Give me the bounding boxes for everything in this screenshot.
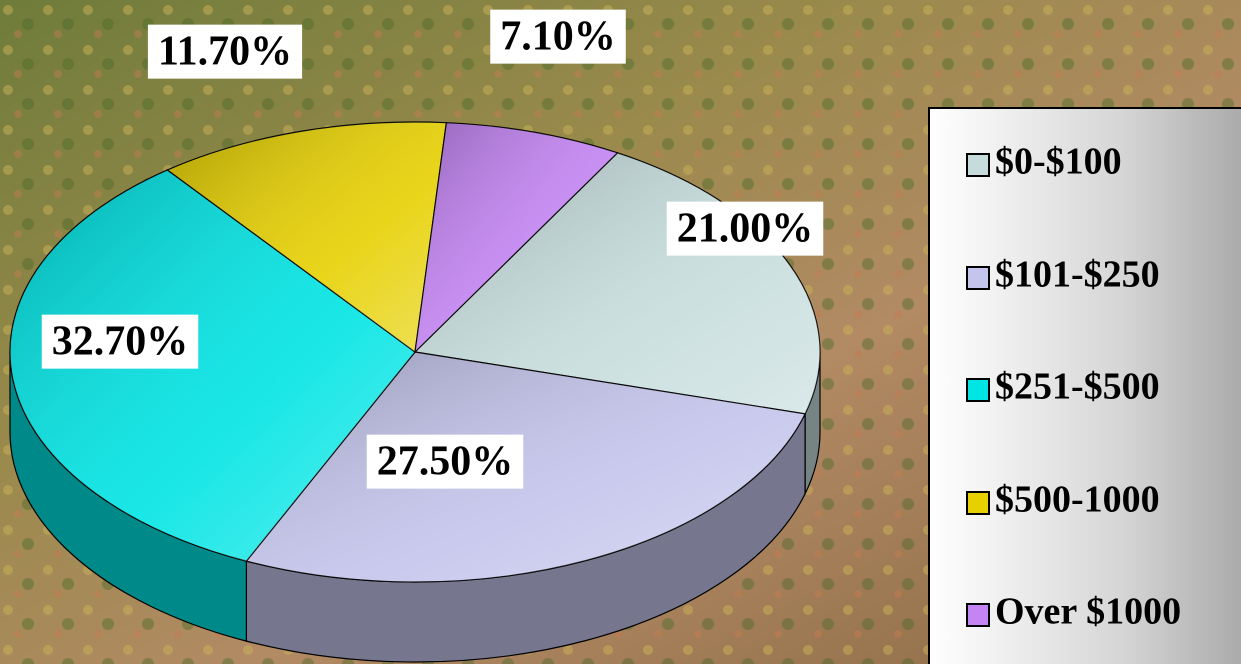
data-label: 27.50%	[377, 439, 514, 485]
legend-label: $251-$500	[995, 366, 1160, 408]
data-label-box	[366, 434, 524, 489]
slice-shading	[9, 169, 416, 562]
legend-swatch	[966, 378, 990, 402]
data-label-box	[666, 201, 824, 256]
pie-tops	[9, 121, 821, 583]
legend-swatch	[966, 266, 990, 290]
legend-swatch	[966, 491, 990, 515]
data-label-box	[41, 314, 199, 369]
slice-shading	[246, 352, 806, 583]
legend-swatch	[966, 153, 990, 177]
slice-shading	[167, 121, 447, 352]
slice-shading	[415, 122, 618, 352]
data-label: 7.10%	[500, 14, 616, 60]
legend-label: $500-1000	[995, 479, 1160, 521]
legend-label: $101-$250	[995, 254, 1160, 296]
data-label: 11.70%	[158, 29, 292, 75]
legend: $0-$100 $101-$250 $251-$500 $500-1000 Over $…	[966, 141, 1181, 633]
legend-label: $0-$100	[995, 141, 1122, 183]
legend-swatch	[966, 603, 990, 627]
data-label-box	[490, 9, 626, 64]
data-label-box	[147, 24, 303, 79]
data-labels: 21.00% 27.50% 32.70% 11.70% 7.10%	[41, 9, 824, 489]
legend-label: Over $1000	[995, 591, 1181, 633]
data-label: 21.00%	[677, 206, 814, 252]
data-label: 32.70%	[52, 319, 189, 365]
